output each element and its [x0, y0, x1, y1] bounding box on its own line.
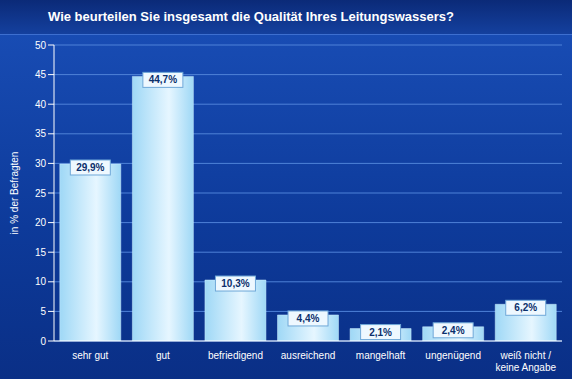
svg-text:10: 10	[35, 276, 47, 287]
svg-text:15: 15	[35, 247, 47, 258]
svg-text:6,2%: 6,2%	[514, 302, 537, 313]
svg-text:5: 5	[40, 306, 46, 317]
svg-text:weiß nicht /: weiß nicht /	[499, 350, 551, 361]
svg-text:ausreichend: ausreichend	[281, 350, 335, 361]
svg-text:35: 35	[35, 128, 47, 139]
svg-text:29,9%: 29,9%	[76, 162, 104, 173]
svg-text:4,4%: 4,4%	[297, 313, 320, 324]
svg-text:in % der Befragten: in % der Befragten	[9, 152, 20, 235]
svg-text:25: 25	[35, 188, 47, 199]
svg-text:keine Angabe: keine Angabe	[495, 362, 556, 373]
svg-text:2,1%: 2,1%	[369, 327, 392, 338]
svg-text:45: 45	[35, 69, 47, 80]
svg-text:gut: gut	[156, 350, 170, 361]
svg-text:50: 50	[35, 40, 47, 51]
svg-text:mangelhaft: mangelhaft	[356, 350, 406, 361]
svg-text:44,7%: 44,7%	[149, 74, 177, 85]
html-text:Wie beurteilen Sie insgesamt d: Wie beurteilen Sie insgesamt die Qualitä…	[48, 9, 454, 24]
svg-text:ungenügend: ungenügend	[425, 350, 481, 361]
svg-text:10,3%: 10,3%	[221, 278, 249, 289]
svg-text:0: 0	[40, 336, 46, 347]
svg-text:2,4%: 2,4%	[442, 325, 465, 336]
svg-text:40: 40	[35, 99, 47, 110]
svg-text:befriedigend: befriedigend	[208, 350, 263, 361]
svg-text:30: 30	[35, 158, 47, 169]
svg-text:sehr gut: sehr gut	[72, 350, 108, 361]
svg-text:20: 20	[35, 217, 47, 228]
